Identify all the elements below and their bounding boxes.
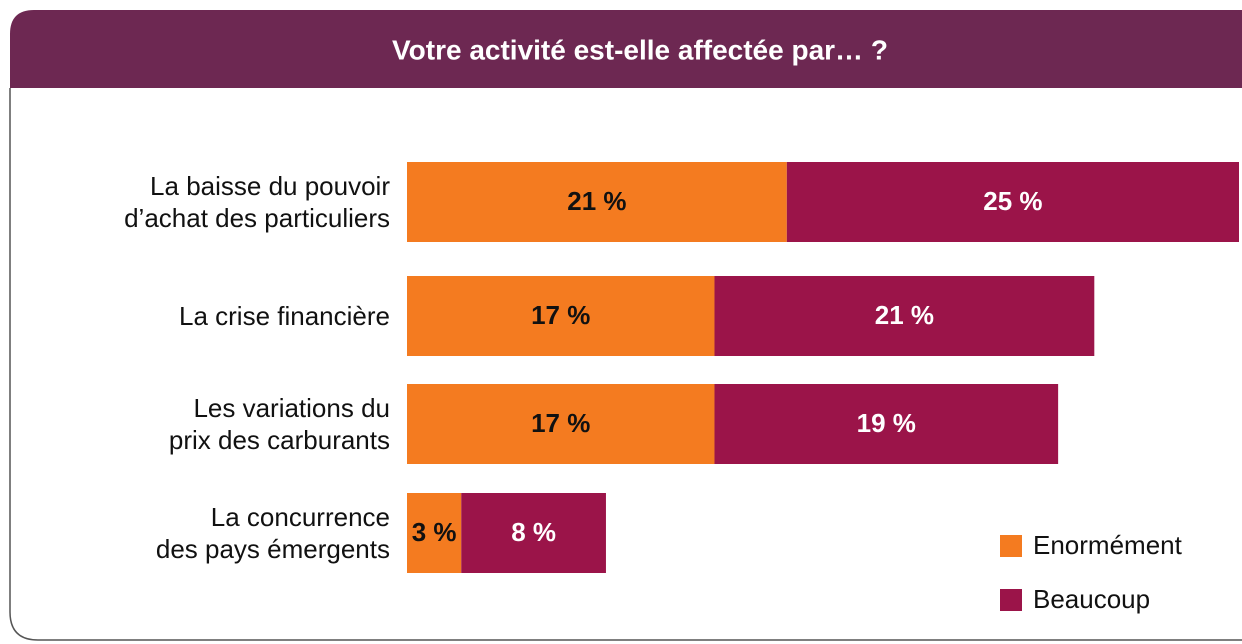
data-label: 17 % [531,300,590,330]
data-label: 17 % [531,408,590,438]
bar-segment [407,162,787,242]
data-label: 21 % [875,300,934,330]
category-label: La crise financière [179,301,390,331]
category-label: Les variations du prix des carburants [168,393,390,455]
data-label: 19 % [857,408,916,438]
category-label: La concurrence des pays émergents [155,502,390,564]
legend-label: Enormément [1033,530,1183,560]
bar-segment [714,276,1095,356]
title-banner [10,10,1242,88]
data-label: 25 % [983,186,1042,216]
legend-label: Beaucoup [1033,584,1150,614]
data-label: 21 % [567,186,626,216]
bar-segment [407,276,715,356]
chart-title: Votre activité est-elle affectée par… ? [392,34,888,65]
bar-segment [461,493,606,573]
category-label: La baisse du pouvoir d’achat des particu… [124,171,390,233]
bar-segment [407,493,462,573]
legend-swatch [1000,589,1022,611]
data-label: 3 % [412,517,457,547]
bar-segment [786,162,1239,242]
legend-swatch [1000,535,1022,557]
bar-segment [714,384,1059,464]
frame [9,88,1242,641]
data-label: 8 % [511,517,556,547]
bar-segment [407,384,715,464]
